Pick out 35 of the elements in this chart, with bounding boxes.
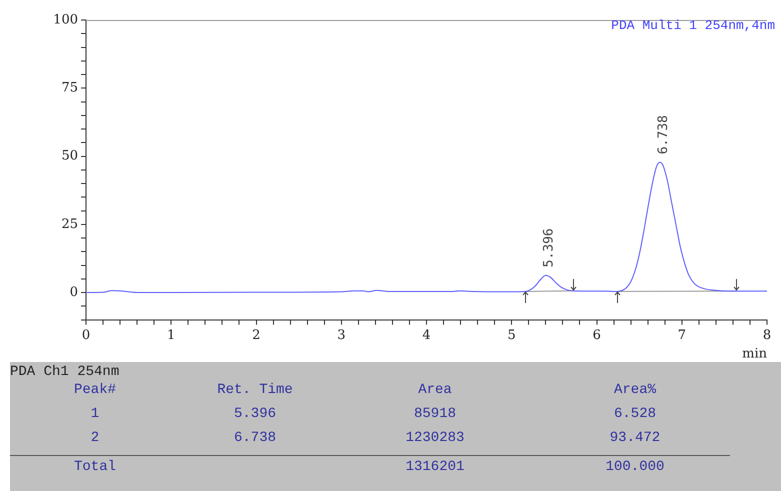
- x-tick-label: 6: [592, 328, 601, 343]
- x-tick-label: 8: [762, 328, 772, 343]
- annotation: 5.396: [542, 228, 557, 268]
- x-tick-label: 5: [507, 328, 516, 343]
- text: 1316201: [404, 459, 466, 475]
- text: 5.396: [232, 406, 277, 422]
- x-tick-label: 1: [166, 328, 176, 343]
- y-tick-label: 0: [70, 284, 78, 300]
- y-tick-label: 75: [61, 80, 78, 96]
- text: 1: [90, 406, 100, 422]
- text: PDA Ch1 254nm: [10, 364, 120, 380]
- text: Ret. Time: [216, 382, 294, 398]
- y-tick-label: 25: [61, 216, 78, 232]
- text: 93.472: [608, 430, 662, 446]
- text: 6.528: [612, 406, 657, 422]
- y-tick-label: 50: [61, 148, 78, 164]
- text: 100.000: [604, 459, 666, 475]
- x-tick-label: 0: [82, 328, 90, 343]
- text: 6.738: [232, 430, 277, 446]
- text: Peak#: [72, 382, 117, 398]
- x-tick-label: 2: [252, 328, 260, 343]
- annotation: PDA Multi 1 254nm,4nm: [611, 18, 775, 33]
- x-axis-title: min: [742, 346, 768, 362]
- y-tick-label: 100: [53, 12, 78, 28]
- annotation: 6.738: [656, 115, 671, 154]
- text: Area%: [612, 382, 657, 398]
- text: 85918: [412, 406, 457, 422]
- x-tick-label: 7: [678, 328, 686, 343]
- x-tick-label: 3: [337, 328, 346, 343]
- line-series: [86, 162, 767, 294]
- x-tick-label: 4: [422, 328, 431, 343]
- text: Area: [417, 382, 453, 398]
- text: Total: [72, 459, 117, 475]
- text: 1230283: [404, 430, 466, 446]
- text: 2: [90, 430, 100, 446]
